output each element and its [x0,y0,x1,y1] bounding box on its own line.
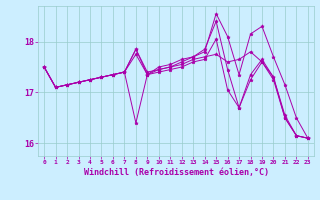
X-axis label: Windchill (Refroidissement éolien,°C): Windchill (Refroidissement éolien,°C) [84,168,268,177]
